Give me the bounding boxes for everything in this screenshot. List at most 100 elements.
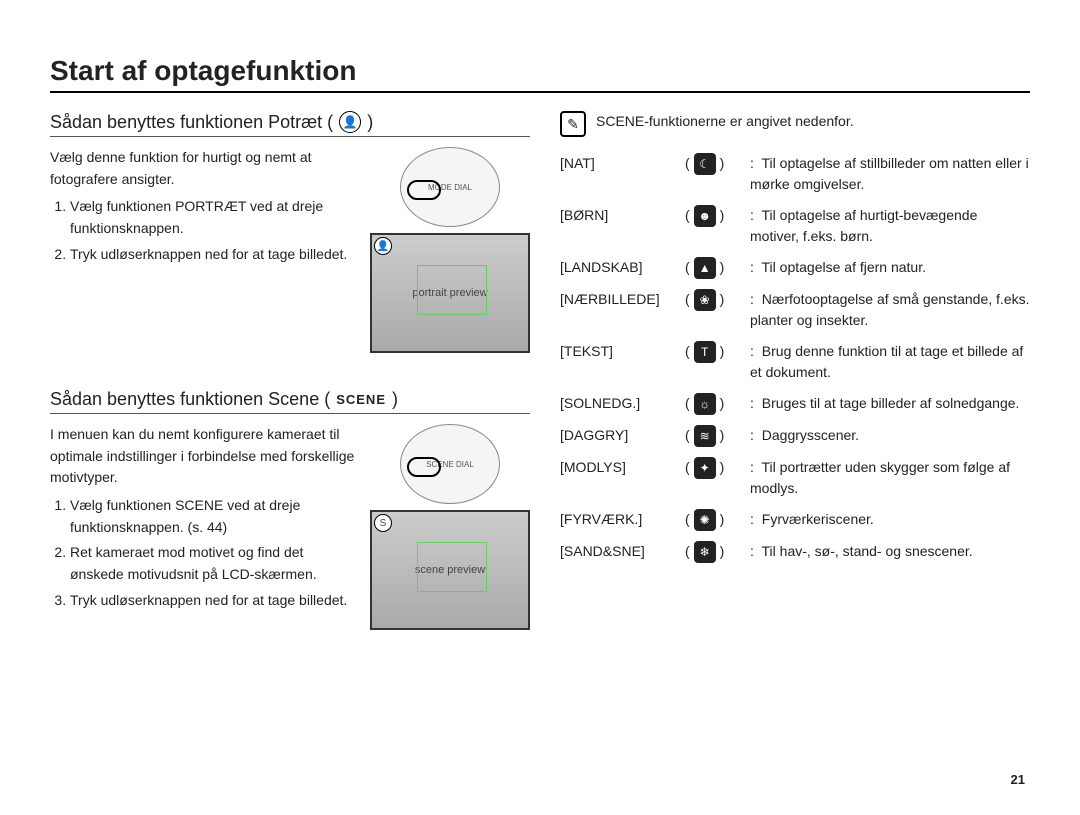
- colon: :: [750, 343, 754, 359]
- scene-row-label: [LANDSKAB]: [560, 257, 685, 278]
- scene-mode-icon: ≋: [694, 425, 716, 447]
- scene-row: [TEKST](T): Brug denne funktion til at t…: [560, 341, 1030, 383]
- scene-row-label: [FYRVÆRK.]: [560, 509, 685, 530]
- portrait-lcd-image: portrait preview 👤: [370, 233, 530, 353]
- scene-row-label: [TEKST]: [560, 341, 685, 362]
- scene-row-desc-text: Nærfotooptagelse af små genstande, f.eks…: [750, 291, 1030, 328]
- scene-row-icon-cell: (☾): [685, 153, 750, 175]
- scene-row-desc: : Til optagelse af stillbilleder om natt…: [750, 153, 1030, 195]
- scene-heading-text: Sådan benyttes funktionen Scene (: [50, 389, 330, 410]
- scene-row-label: [SAND&SNE]: [560, 541, 685, 562]
- scene-mode-icon: ☾: [694, 153, 716, 175]
- scene-steps: Vælg funktionen SCENE ved at dreje funkt…: [50, 495, 356, 611]
- paren-close: ): [720, 541, 725, 562]
- scene-row-desc: : Til optagelse af fjern natur.: [750, 257, 1030, 278]
- paren-close: ): [720, 457, 725, 478]
- paren-open: (: [685, 257, 690, 278]
- scene-mode-icon: ✦: [694, 457, 716, 479]
- scene-row: [SAND&SNE](❄): Til hav-, sø-, stand- og …: [560, 541, 1030, 563]
- scene-row: [LANDSKAB](▲): Til optagelse af fjern na…: [560, 257, 1030, 279]
- portrait-lcd-mode-icon: 👤: [374, 237, 392, 255]
- note-text: SCENE-funktionerne er angivet nedenfor.: [596, 111, 854, 133]
- scene-mode-table: [NAT](☾): Til optagelse af stillbilleder…: [560, 153, 1030, 563]
- scene-row-icon-cell: (☼): [685, 393, 750, 415]
- scene-row-desc: : Til hav-, sø-, stand- og snescener.: [750, 541, 1030, 562]
- scene-lcd-mode-icon: S: [374, 514, 392, 532]
- scene-lcd-focus-frame: [417, 542, 487, 592]
- scene-row-desc: : Fyrværkeriscener.: [750, 509, 1030, 530]
- paren-close: ): [720, 257, 725, 278]
- left-column: Sådan benyttes funktionen Potræt ( 👤 ) V…: [50, 111, 530, 630]
- colon: :: [750, 155, 754, 171]
- page-number: 21: [1011, 772, 1025, 787]
- scene-row-label: [SOLNEDG.]: [560, 393, 685, 414]
- scene-heading-close: ): [392, 389, 398, 410]
- paren-open: (: [685, 393, 690, 414]
- scene-mode-icon: ▲: [694, 257, 716, 279]
- scene-row: [DAGGRY](≋): Daggrysscener.: [560, 425, 1030, 447]
- portrait-step-2: Tryk udløserknappen ned for at tage bill…: [70, 244, 356, 266]
- scene-row-icon-cell: (✦): [685, 457, 750, 479]
- scene-row-desc: : Brug denne funktion til at tage et bil…: [750, 341, 1030, 383]
- note-icon: ✎: [560, 111, 586, 137]
- right-column: ✎ SCENE-funktionerne er angivet nedenfor…: [560, 111, 1030, 630]
- colon: :: [750, 427, 754, 443]
- scene-row-desc-text: Til optagelse af fjern natur.: [758, 259, 926, 275]
- scene-row-icon-cell: (▲): [685, 257, 750, 279]
- scene-row-label: [DAGGRY]: [560, 425, 685, 446]
- paren-close: ): [720, 425, 725, 446]
- colon: :: [750, 543, 754, 559]
- paren-open: (: [685, 509, 690, 530]
- scene-row-icon-cell: (☻): [685, 205, 750, 227]
- scene-row-desc: : Bruges til at tage billeder af solnedg…: [750, 393, 1030, 414]
- paren-close: ): [720, 153, 725, 174]
- portrait-mode-dial-image: MODE DIAL: [400, 147, 500, 227]
- scene-mode-icon: ☻: [694, 205, 716, 227]
- scene-mode-icon: ❄: [694, 541, 716, 563]
- portrait-images: MODE DIAL portrait preview 👤: [370, 147, 530, 353]
- paren-close: ): [720, 393, 725, 414]
- scene-row-label: [NÆRBILLEDE]: [560, 289, 685, 310]
- colon: :: [750, 395, 754, 411]
- scene-intro: I menuen kan du nemt konfigurere kamerae…: [50, 424, 356, 489]
- scene-row: [FYRVÆRK.](✺): Fyrværkeriscener.: [560, 509, 1030, 531]
- scene-mode-dial-image: SCENE DIAL: [400, 424, 500, 504]
- scene-row-desc: : Daggrysscener.: [750, 425, 1030, 446]
- paren-close: ): [720, 289, 725, 310]
- scene-row: [NAT](☾): Til optagelse af stillbilleder…: [560, 153, 1030, 195]
- scene-row-desc-text: Fyrværkeriscener.: [758, 511, 874, 527]
- scene-row-desc-text: Daggrysscener.: [758, 427, 859, 443]
- colon: :: [750, 459, 754, 475]
- colon: :: [750, 259, 754, 275]
- scene-row-desc: : Til optagelse af hurtigt-bevægende mot…: [750, 205, 1030, 247]
- scene-row-desc-text: Til portrætter uden skygger som følge af…: [750, 459, 1010, 496]
- scene-mode-icon: ✺: [694, 509, 716, 531]
- scene-row-icon-cell: (T): [685, 341, 750, 363]
- scene-row: [SOLNEDG.](☼): Bruges til at tage billed…: [560, 393, 1030, 415]
- portrait-head-icon: 👤: [339, 111, 361, 133]
- paren-close: ): [720, 205, 725, 226]
- scene-row: [BØRN](☻): Til optagelse af hurtigt-bevæ…: [560, 205, 1030, 247]
- scene-lcd-image: scene preview S: [370, 510, 530, 630]
- scene-row-icon-cell: (❀): [685, 289, 750, 311]
- scene-row-label: [MODLYS]: [560, 457, 685, 478]
- colon: :: [750, 207, 754, 223]
- scene-row-desc-text: Brug denne funktion til at tage et bille…: [750, 343, 1023, 380]
- portrait-heading-close: ): [367, 112, 373, 133]
- scene-row-icon-cell: (❄): [685, 541, 750, 563]
- scene-heading: Sådan benyttes funktionen Scene ( SCENE …: [50, 389, 530, 414]
- scene-row: [MODLYS](✦): Til portrætter uden skygger…: [560, 457, 1030, 499]
- scene-step-1: Vælg funktionen SCENE ved at dreje funkt…: [70, 495, 356, 538]
- portrait-heading: Sådan benyttes funktionen Potræt ( 👤 ): [50, 111, 530, 137]
- portrait-section: Vælg denne funktion for hurtigt og nemt …: [50, 147, 530, 353]
- scene-row-desc-text: Til optagelse af stillbilleder om natten…: [750, 155, 1029, 192]
- scene-row-desc-text: Til optagelse af hurtigt-bevægende motiv…: [750, 207, 977, 244]
- portrait-heading-text: Sådan benyttes funktionen Potræt (: [50, 112, 333, 133]
- scene-step-2: Ret kameraet mod motivet og find det øns…: [70, 542, 356, 585]
- paren-open: (: [685, 457, 690, 478]
- portrait-step-1: Vælg funktionen PORTRÆT ved at dreje fun…: [70, 196, 356, 239]
- scene-mode-icon: ☼: [694, 393, 716, 415]
- paren-open: (: [685, 289, 690, 310]
- scene-row-desc: : Nærfotooptagelse af små genstande, f.e…: [750, 289, 1030, 331]
- scene-text: I menuen kan du nemt konfigurere kamerae…: [50, 424, 356, 630]
